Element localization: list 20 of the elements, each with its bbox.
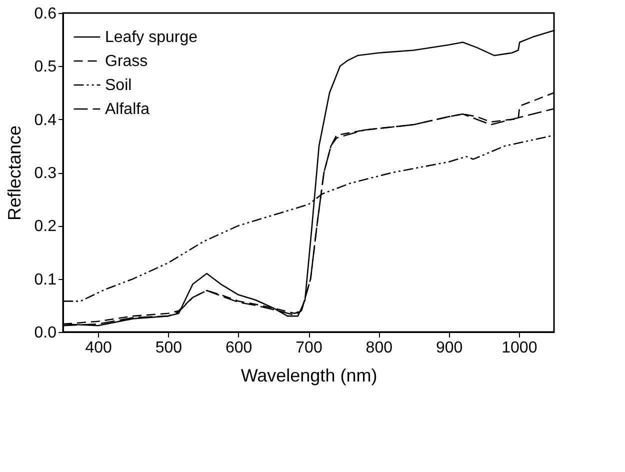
legend-label: Alfalfa [105,101,150,118]
legend-label: Leafy spurge [105,29,198,46]
y-axis-title: Reflectance [4,125,24,221]
x-tick-label: 400 [85,340,112,356]
x-tick-label: 1000 [502,340,538,356]
x-axis-title: Wavelength (nm) [240,366,378,386]
y-tick-label: 0.3 [34,165,57,182]
y-tick-label: 0.4 [34,112,57,129]
x-tick-label: 900 [436,340,463,356]
x-tick-label: 600 [226,340,252,356]
y-tick-label: 0.1 [34,271,57,288]
legend-label: Soil [105,77,132,94]
x-tick-label: 700 [296,340,322,356]
y-tick-label: 0.2 [34,218,57,236]
y-tick-label: 0.0 [34,324,57,342]
y-tick-label: 0.5 [34,58,57,76]
x-tick-label: 800 [366,340,393,356]
x-tick-label: 500 [155,340,182,356]
legend-label: Grass [105,53,148,70]
y-tick-label: 0.6 [34,6,57,22]
